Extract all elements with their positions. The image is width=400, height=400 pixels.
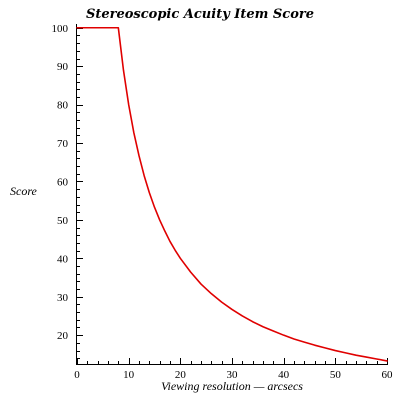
x-tick-label: 40 bbox=[278, 369, 290, 381]
y-tick-label: 90 bbox=[57, 61, 69, 73]
x-tick-label: 60 bbox=[382, 369, 394, 381]
score-curve bbox=[76, 26, 388, 362]
y-tick-label: 20 bbox=[57, 330, 69, 342]
y-axis-label: Score bbox=[10, 184, 38, 198]
y-tick-label: 80 bbox=[57, 100, 69, 112]
y-axis-ticks: 20 30 40 50 60 70 80 90 100 bbox=[52, 23, 83, 359]
y-tick-label: 60 bbox=[57, 176, 69, 188]
x-tick-label: 0 bbox=[74, 369, 80, 381]
y-tick-label: 50 bbox=[57, 215, 69, 227]
y-tick-label: 70 bbox=[57, 138, 69, 150]
x-axis-ticks: 0 10 20 30 40 50 60 bbox=[74, 358, 393, 381]
y-tick-label: 40 bbox=[57, 253, 69, 265]
y-tick-label: 100 bbox=[52, 23, 69, 35]
data-series-group bbox=[76, 26, 388, 362]
x-tick-label: 10 bbox=[123, 369, 135, 381]
y-tick-label: 30 bbox=[57, 292, 69, 304]
x-axis-label: Viewing resolution — arcsecs bbox=[161, 379, 303, 393]
chart-title: Stereoscopic Acuity Item Score bbox=[86, 7, 314, 22]
x-tick-label: 30 bbox=[227, 369, 239, 381]
x-tick-label: 50 bbox=[330, 369, 342, 381]
x-tick-label: 20 bbox=[175, 369, 187, 381]
